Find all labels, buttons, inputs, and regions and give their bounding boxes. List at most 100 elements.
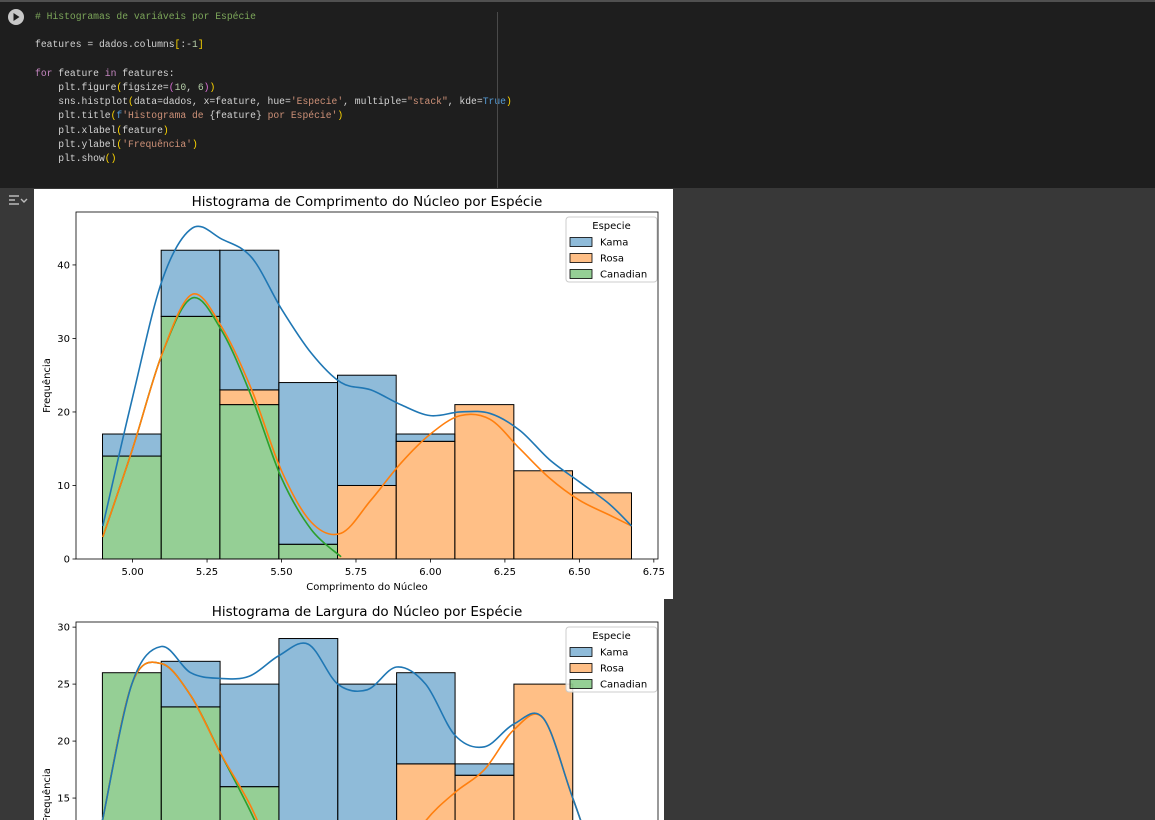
code-line: plt.figure(figsize=(10, 6)) [35,81,215,95]
axes-frame [75,621,659,820]
legend-swatch [569,647,593,657]
code-token: "stack" [407,96,448,108]
axes-frame [75,211,659,560]
chart-output: Histograma de Largura do Núcleo por Espé… [34,599,664,820]
code-token: plt.ylabel [35,138,117,150]
code-token: , multiple= [343,96,408,108]
legend-box [565,626,658,693]
y-tick-label: 30 [57,334,70,345]
legend-label: Rosa [600,254,624,265]
code-line: plt.show() [35,152,116,166]
code-token: sns.histplot [35,96,129,108]
code-token: 6 [197,82,204,93]
legend-label: Canadian [600,270,647,281]
code-token: data=dados, x=feature, hue= [133,96,291,108]
code-token: :- [180,39,192,51]
y-axis-label: Frequência [41,768,53,820]
bar [160,249,221,317]
code-token: ( [110,110,117,122]
bar [219,404,280,560]
bar [102,455,162,560]
code-token: # Histogramas de variáveis por Espécie [35,11,256,22]
code-token: figsize= [122,82,169,93]
bar [337,374,397,486]
y-axis-label: Frequência [41,358,53,413]
legend-title: Especie [592,221,630,232]
code-line: plt.ylabel('Frequência') [35,138,198,152]
bar [513,683,574,820]
kde-line [101,642,582,820]
legend-label: Canadian [600,680,647,691]
bar [513,470,574,560]
code-token: , kde= [447,96,483,108]
bar [278,382,339,545]
code-token: ( [168,82,175,93]
bar [160,706,221,820]
code-token: feature [122,124,163,136]
code-token: ( [116,124,123,136]
legend-box [565,216,658,283]
legend-swatch [569,253,593,263]
x-tick-label: 6.50 [568,567,590,578]
code-token: 1 [192,39,198,51]
x-tick-label: 5.25 [196,567,218,578]
code-token: ) [162,124,169,136]
ruler [497,12,498,188]
cell-border [0,0,1155,2]
y-tick-label: 15 [57,794,70,805]
code-token: plt.show [35,153,105,164]
chart-output: Histograma de Comprimento do Núcleo por … [34,189,673,599]
code-line: plt.xlabel(feature) [35,124,169,138]
bar [101,672,162,820]
x-tick-label: 6.25 [494,567,516,578]
code-token: features: [116,67,175,79]
code-token: for [35,67,53,79]
legend-title: Especie [592,631,630,642]
code-line: plt.title(f'Histograma de {feature} por … [35,109,343,123]
code-token: [ [174,39,181,51]
code-token: () [104,153,117,164]
legend-swatch [569,679,593,689]
y-tick-label: 10 [57,481,70,492]
chart: Histograma de Comprimento do Núcleo por … [41,194,665,593]
x-tick-label: 5.75 [345,567,367,578]
x-axis-label: Comprimento do Núcleo [306,581,428,593]
code-token: ( [128,96,134,108]
bar [572,492,632,560]
code-token: plt.xlabel [35,124,117,136]
y-tick-label: 30 [57,623,70,634]
output-toggle[interactable] [3,188,29,214]
code-token: f [116,110,123,122]
code-token: ( [116,82,123,93]
code-token: True [482,96,506,108]
code-line: # Histogramas de variáveis por Espécie [35,10,256,24]
chart: Histograma de Largura do Núcleo por Espé… [41,604,659,820]
bar [396,763,456,820]
code-cell: # Histogramas de variáveis por Espécie fe… [0,2,1155,188]
code-token: 'Especie' [290,96,344,108]
code-line: for feature in features: [35,67,175,81]
x-tick-label: 5.50 [270,567,292,578]
code-token: 'Histograma de [122,110,210,122]
bar [278,638,339,820]
y-tick-label: 0 [64,555,70,566]
code-token: 10 [174,82,187,93]
x-tick-label: 6.00 [419,567,441,578]
legend-swatch [569,269,593,279]
legend-label: Kama [600,648,628,659]
code-token: plt.title [35,110,111,122]
bar [454,774,515,820]
x-tick-label: 6.75 [643,567,665,578]
legend-label: Kama [600,238,628,249]
kde-line [102,293,632,538]
run-button[interactable] [0,2,34,36]
y-tick-label: 20 [57,737,70,748]
bar [160,315,221,560]
code-token: 'Frequência' [122,138,192,150]
legend-swatch [569,663,593,673]
code-token: ] [197,39,204,51]
legend-label: Rosa [600,664,624,675]
code-token: features = dados.columns [35,39,175,51]
y-tick-label: 40 [57,260,70,271]
